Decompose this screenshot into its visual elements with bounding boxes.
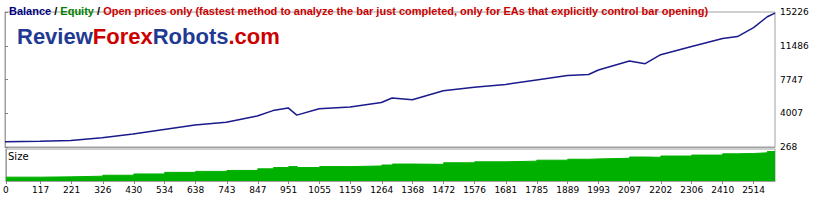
svg-text:Open prices only (fastest meth: Open prices only (fastest method to anal… — [103, 5, 708, 17]
svg-text:847: 847 — [249, 185, 266, 195]
svg-text:.com: .com — [228, 24, 279, 49]
svg-text:Size: Size — [8, 151, 29, 162]
svg-text:/: / — [51, 5, 60, 17]
svg-text:2514: 2514 — [742, 185, 765, 195]
svg-text:1576: 1576 — [463, 185, 486, 195]
svg-text:743: 743 — [218, 185, 235, 195]
svg-text:7747: 7747 — [780, 75, 803, 85]
svg-text:4007: 4007 — [780, 108, 803, 118]
svg-text:1368: 1368 — [401, 185, 424, 195]
svg-text:430: 430 — [125, 185, 142, 195]
svg-text:1264: 1264 — [370, 185, 393, 195]
svg-text:0: 0 — [3, 185, 9, 195]
svg-text:1889: 1889 — [556, 185, 579, 195]
svg-text:1993: 1993 — [587, 185, 610, 195]
svg-text:Balance: Balance — [9, 5, 51, 17]
svg-text:326: 326 — [94, 185, 111, 195]
svg-text:534: 534 — [156, 185, 173, 195]
svg-text:2202: 2202 — [649, 185, 672, 195]
svg-text:2306: 2306 — [680, 185, 703, 195]
svg-text:1681: 1681 — [494, 185, 517, 195]
svg-text:2410: 2410 — [711, 185, 734, 195]
svg-text:11486: 11486 — [780, 41, 809, 51]
svg-text:268: 268 — [780, 142, 797, 152]
svg-text:Review: Review — [17, 24, 94, 49]
svg-text:15226: 15226 — [780, 7, 809, 17]
svg-text:1159: 1159 — [339, 185, 362, 195]
svg-text:117: 117 — [32, 185, 49, 195]
svg-text:1055: 1055 — [308, 185, 331, 195]
svg-text:1472: 1472 — [432, 185, 455, 195]
svg-text:/: / — [94, 5, 103, 17]
svg-text:Robots: Robots — [153, 24, 229, 49]
svg-text:2097: 2097 — [618, 185, 641, 195]
svg-text:1785: 1785 — [525, 185, 548, 195]
svg-text:638: 638 — [187, 185, 204, 195]
svg-text:Equity: Equity — [60, 5, 94, 17]
svg-text:221: 221 — [63, 185, 80, 195]
svg-text:Forex: Forex — [93, 24, 154, 49]
svg-text:951: 951 — [280, 185, 297, 195]
